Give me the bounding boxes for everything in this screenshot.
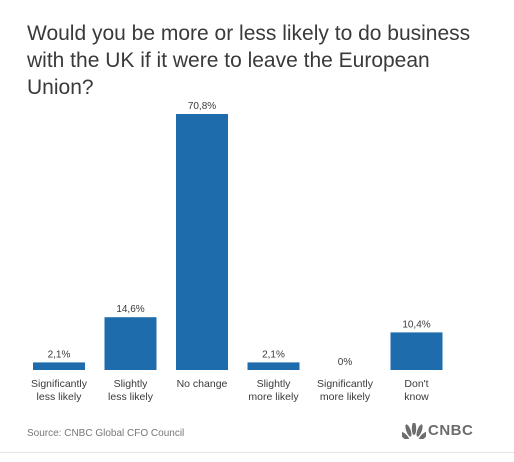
bottom-divider (0, 452, 514, 453)
logo-text: CNBC (428, 422, 474, 439)
value-label: 2,1% (262, 349, 285, 360)
category-label-line: more likely (320, 391, 371, 403)
category-label-line: less likely (37, 391, 83, 403)
peacock-icon (402, 422, 426, 439)
bar (176, 114, 228, 370)
value-label: 70,8% (188, 101, 216, 112)
category-label-line: Significantly (31, 378, 88, 390)
value-label: 0% (338, 357, 353, 368)
category-label-line: Don't (404, 378, 428, 390)
value-label: 14,6% (116, 304, 144, 315)
source-note: Source: CNBC Global CFO Council (27, 428, 185, 439)
category-label-line: Significantly (317, 378, 374, 390)
category-label: Slightly more likely (248, 378, 299, 403)
category-label-line: No change (177, 378, 228, 390)
bar (33, 362, 85, 370)
category-label: Significantly less likely (31, 378, 88, 403)
bar (247, 362, 300, 370)
category-label: Significantly more likely (317, 378, 374, 403)
cnbc-logo: CNBC (402, 422, 473, 439)
category-label: Slightly less likely (108, 378, 154, 403)
bar (390, 332, 443, 370)
category-label-line: Slightly (114, 378, 149, 390)
category-label: Don't know (404, 378, 429, 403)
category-label: No change (177, 378, 228, 390)
chart-title: Would you be more or less likely to do b… (27, 22, 471, 99)
bar (104, 317, 157, 370)
value-label: 10,4% (402, 319, 430, 330)
value-label: 2,1% (48, 349, 71, 360)
category-label-line: know (404, 391, 429, 403)
category-label-line: more likely (248, 391, 299, 403)
category-label-line: less likely (108, 391, 154, 403)
category-label-line: Slightly (257, 378, 292, 390)
